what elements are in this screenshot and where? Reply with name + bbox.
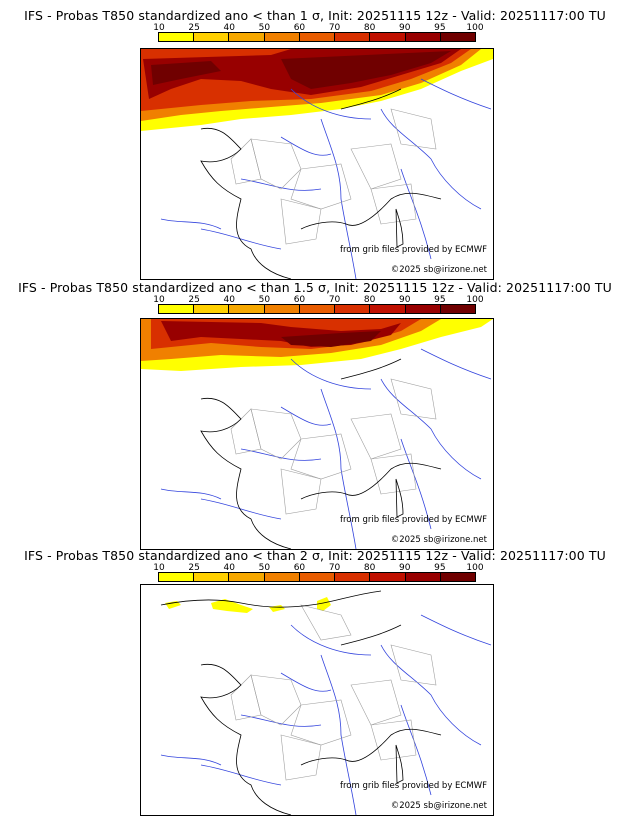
- colorbar-segment: [159, 305, 195, 313]
- colorbar-segment: [405, 305, 441, 313]
- legend-tick-label: 80: [363, 563, 376, 573]
- colorbar-segment: [299, 305, 336, 313]
- legend-ticks: 10 25 40 50 60 70 80 90 95 100: [153, 563, 483, 573]
- legend-tick-label: 100: [466, 295, 484, 305]
- legend-tick-label: 40: [223, 563, 235, 573]
- map-frame: from grib files provided by ECMWF ©2025 …: [140, 318, 494, 550]
- legend-tick-label: 25: [188, 23, 200, 33]
- colorbar-segment: [229, 33, 265, 41]
- colorbar: [158, 304, 476, 314]
- colorbar-segment: [440, 33, 475, 41]
- colorbar-segment: [440, 573, 475, 581]
- map-frame: from grib files provided by ECMWF ©2025 …: [140, 48, 494, 280]
- panel-1: IFS - Probas T850 standardized ano < tha…: [0, 8, 630, 280]
- legend-tick-label: 25: [188, 295, 200, 305]
- colorbar: [158, 572, 476, 582]
- colorbar-segment: [264, 573, 300, 581]
- colorbar-segment: [229, 305, 265, 313]
- source-credit: from grib files provided by ECMWF: [340, 515, 487, 525]
- rivers: [160, 78, 492, 279]
- colorbar-segment: [370, 305, 406, 313]
- coastlines: [200, 358, 442, 549]
- legend-tick-label: 25: [188, 563, 200, 573]
- legend-tick-label: 10: [153, 563, 165, 573]
- colorbar-segment: [440, 305, 475, 313]
- legend-tick-label: 40: [223, 23, 235, 33]
- legend-ticks: 10 25 40 50 60 70 80 90 95 100: [153, 295, 483, 305]
- legend-tick-label: 80: [363, 295, 376, 305]
- colorbar-segment: [159, 33, 195, 41]
- colorbar-segment: [194, 33, 230, 41]
- colorbar-segment: [159, 573, 195, 581]
- probability-map: [160, 590, 492, 815]
- legend-tick-label: 70: [328, 295, 341, 305]
- panel-title: IFS - Probas T850 standardized ano < tha…: [24, 8, 606, 23]
- probability-shading: [141, 49, 493, 131]
- legend-tick-label: 100: [466, 563, 484, 573]
- colorbar-segment: [405, 33, 441, 41]
- legend-tick-label: 60: [293, 563, 306, 573]
- admin-borders: [230, 378, 437, 515]
- colorbar-segment: [370, 573, 406, 581]
- legend-tick-label: 10: [153, 23, 165, 33]
- colorbar-segment: [299, 573, 336, 581]
- legend-tick-label: 50: [258, 563, 271, 573]
- colorbar-segment: [405, 573, 441, 581]
- colorbar-segment: [229, 573, 265, 581]
- source-credit: from grib files provided by ECMWF: [340, 245, 487, 255]
- legend-tick-label: 100: [466, 23, 484, 33]
- colorbar-segment: [335, 305, 371, 313]
- coastlines: [160, 590, 442, 815]
- colorbar-segment: [194, 573, 230, 581]
- admin-borders: [230, 604, 437, 781]
- colorbar-segment: [335, 573, 371, 581]
- panel-2: IFS - Probas T850 standardized ano < tha…: [0, 280, 630, 550]
- colorbar-segment: [264, 305, 300, 313]
- probability-shading: [165, 597, 331, 613]
- legend-tick-label: 95: [434, 23, 446, 33]
- panel-3: IFS - Probas T850 standardized ano < tha…: [0, 548, 630, 820]
- map-frame: from grib files provided by ECMWF ©2025 …: [140, 584, 494, 816]
- panel-title: IFS - Probas T850 standardized ano < tha…: [24, 548, 606, 563]
- probability-map: [141, 49, 493, 279]
- legend-tick-label: 60: [293, 23, 306, 33]
- legend-tick-label: 40: [223, 295, 235, 305]
- source-credit: from grib files provided by ECMWF: [340, 781, 487, 791]
- legend-tick-label: 80: [363, 23, 376, 33]
- legend-tick-label: 90: [399, 295, 411, 305]
- copyright-credit: ©2025 sb@irizone.net: [390, 801, 487, 811]
- legend-tick-label: 95: [434, 295, 446, 305]
- rivers: [160, 614, 492, 815]
- legend-tick-label: 90: [399, 563, 411, 573]
- panel-title: IFS - Probas T850 standardized ano < tha…: [18, 280, 612, 295]
- legend-tick-label: 50: [258, 23, 271, 33]
- colorbar-segment: [335, 33, 371, 41]
- legend-tick-label: 95: [434, 563, 446, 573]
- rivers: [160, 348, 492, 549]
- colorbar-segment: [194, 305, 230, 313]
- probability-map: [141, 319, 493, 549]
- legend-tick-label: 10: [153, 295, 165, 305]
- legend-tick-label: 90: [399, 23, 411, 33]
- colorbar-segment: [370, 33, 406, 41]
- probability-shading: [141, 319, 493, 371]
- legend-tick-label: 70: [328, 563, 341, 573]
- legend-tick-label: 50: [258, 295, 271, 305]
- copyright-credit: ©2025 sb@irizone.net: [390, 535, 487, 545]
- colorbar-segment: [299, 33, 336, 41]
- coastlines: [200, 88, 442, 279]
- legend-ticks: 10 25 40 50 60 70 80 90 95 100: [153, 23, 483, 33]
- copyright-credit: ©2025 sb@irizone.net: [390, 265, 487, 275]
- legend-tick-label: 60: [293, 295, 306, 305]
- colorbar: [158, 32, 476, 42]
- legend-tick-label: 70: [328, 23, 341, 33]
- colorbar-segment: [264, 33, 300, 41]
- admin-borders: [230, 108, 437, 245]
